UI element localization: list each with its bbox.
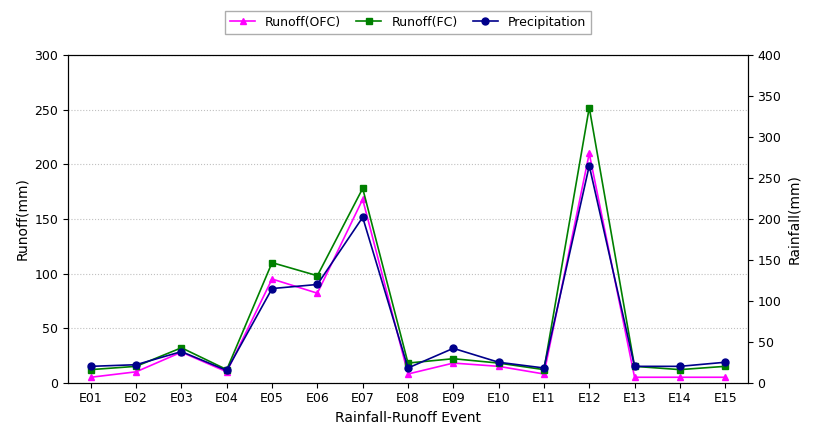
Precipitation	[131, 362, 141, 367]
Runoff(OFC)	[86, 374, 95, 380]
Runoff(FC)	[357, 186, 367, 191]
Runoff(OFC)	[630, 374, 640, 380]
Line: Precipitation: Precipitation	[87, 162, 729, 374]
Runoff(FC)	[539, 367, 549, 372]
Precipitation	[267, 286, 277, 291]
Runoff(OFC)	[176, 349, 186, 355]
Line: Runoff(OFC): Runoff(OFC)	[87, 150, 729, 381]
Runoff(OFC)	[675, 374, 685, 380]
Runoff(FC)	[267, 260, 277, 265]
Runoff(OFC)	[721, 374, 730, 380]
Y-axis label: Runoff(mm): Runoff(mm)	[15, 177, 29, 260]
Runoff(OFC)	[222, 369, 232, 374]
Precipitation	[176, 349, 186, 354]
Precipitation	[630, 364, 640, 369]
Precipitation	[357, 215, 367, 220]
Precipitation	[86, 364, 95, 369]
Precipitation	[403, 365, 413, 370]
Runoff(FC)	[176, 345, 186, 350]
Precipitation	[675, 364, 685, 369]
Runoff(OFC)	[131, 369, 141, 374]
Runoff(OFC)	[267, 276, 277, 282]
Y-axis label: Rainfall(mm): Rainfall(mm)	[787, 174, 801, 264]
Legend: Runoff(OFC), Runoff(FC), Precipitation: Runoff(OFC), Runoff(FC), Precipitation	[225, 11, 591, 33]
X-axis label: Rainfall-Runoff Event: Rainfall-Runoff Event	[335, 411, 481, 425]
Runoff(FC)	[449, 356, 459, 361]
Runoff(OFC)	[494, 364, 503, 369]
Precipitation	[313, 282, 322, 287]
Runoff(FC)	[86, 367, 95, 372]
Precipitation	[222, 368, 232, 373]
Runoff(FC)	[222, 367, 232, 372]
Runoff(FC)	[630, 364, 640, 369]
Runoff(FC)	[403, 360, 413, 366]
Runoff(FC)	[494, 360, 503, 366]
Precipitation	[539, 365, 549, 370]
Runoff(OFC)	[539, 371, 549, 377]
Runoff(OFC)	[357, 197, 367, 202]
Runoff(OFC)	[584, 151, 594, 156]
Runoff(FC)	[313, 273, 322, 279]
Runoff(FC)	[721, 364, 730, 369]
Runoff(OFC)	[449, 360, 459, 366]
Precipitation	[584, 163, 594, 169]
Runoff(FC)	[131, 364, 141, 369]
Precipitation	[721, 359, 730, 365]
Runoff(OFC)	[403, 371, 413, 377]
Precipitation	[449, 346, 459, 351]
Runoff(FC)	[675, 367, 685, 372]
Runoff(FC)	[584, 105, 594, 110]
Line: Runoff(FC): Runoff(FC)	[87, 104, 729, 373]
Precipitation	[494, 359, 503, 365]
Runoff(OFC)	[313, 290, 322, 296]
